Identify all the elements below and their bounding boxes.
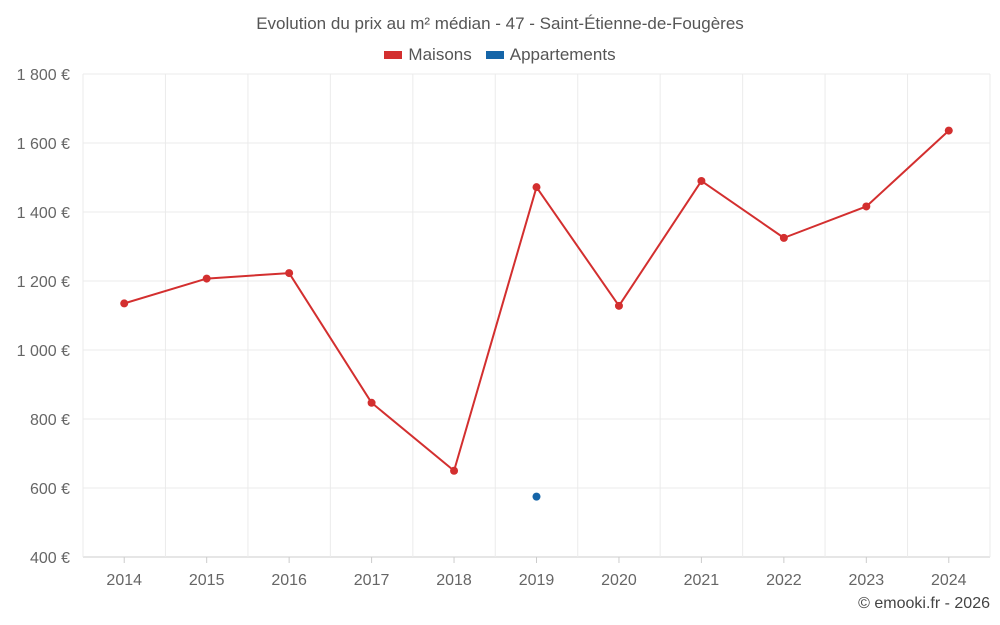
data-point-appartements <box>532 492 541 501</box>
data-point-maisons <box>120 299 129 308</box>
y-tick-label: 1 800 € <box>17 67 70 84</box>
data-point-maisons <box>450 466 459 475</box>
y-tick-label: 1 000 € <box>17 343 70 360</box>
x-tick-label: 2022 <box>766 572 802 589</box>
credit-text: © emooki.fr - 2026 <box>858 595 990 612</box>
legend-label-appartements: Appartements <box>509 45 616 64</box>
data-point-maisons <box>614 301 623 310</box>
y-tick-label: 600 € <box>30 481 70 498</box>
x-tick-label: 2018 <box>436 572 472 589</box>
x-tick-label: 2024 <box>931 572 967 589</box>
legend-swatch-maisons <box>384 51 403 59</box>
y-tick-label: 800 € <box>30 412 70 429</box>
data-point-maisons <box>779 233 788 242</box>
legend-item-appartements[interactable]: Appartements <box>485 45 616 65</box>
x-tick-label: 2014 <box>106 572 142 589</box>
y-tick-label: 1 200 € <box>17 274 70 291</box>
legend-swatch-appartements <box>485 51 504 59</box>
y-tick-label: 400 € <box>30 550 70 567</box>
x-tick-label: 2020 <box>601 572 637 589</box>
x-tick-label: 2023 <box>849 572 885 589</box>
data-point-maisons <box>944 126 953 135</box>
chart-legend: Maisons Appartements <box>0 45 1000 65</box>
y-tick-label: 1 400 € <box>17 205 70 222</box>
x-tick-label: 2017 <box>354 572 390 589</box>
x-tick-label: 2016 <box>271 572 307 589</box>
x-tick-label: 2019 <box>519 572 555 589</box>
data-point-maisons <box>532 183 541 192</box>
x-tick-label: 2015 <box>189 572 225 589</box>
data-point-maisons <box>202 274 211 283</box>
data-point-maisons <box>697 176 706 185</box>
data-point-maisons <box>862 202 871 211</box>
data-point-maisons <box>367 398 376 407</box>
y-tick-label: 1 600 € <box>17 136 70 153</box>
x-tick-label: 2021 <box>684 572 720 589</box>
legend-item-maisons[interactable]: Maisons <box>384 45 472 65</box>
chart-title: Evolution du prix au m² médian - 47 - Sa… <box>256 14 744 33</box>
data-point-maisons <box>285 269 294 278</box>
legend-label-maisons: Maisons <box>408 45 472 64</box>
